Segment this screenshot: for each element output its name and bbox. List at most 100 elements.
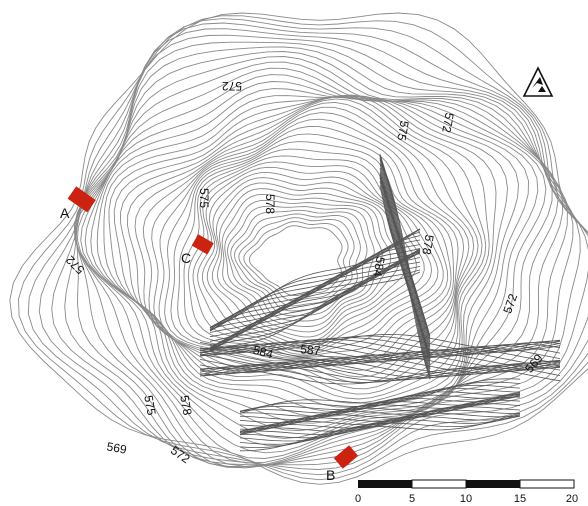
contour-label-575: 575: [141, 394, 158, 416]
scale-segment-4: [519, 479, 575, 489]
steep-contour-line: [239, 412, 521, 452]
contour-line: [197, 166, 433, 353]
contour-line: [224, 199, 383, 327]
contour-label-578: 578: [419, 234, 436, 256]
contour-line: [238, 217, 355, 307]
steep-contour-line: [239, 406, 521, 432]
contour-line: [227, 205, 375, 322]
contour-line: [192, 161, 439, 355]
steep-contour-line: [239, 415, 521, 445]
steep-contour-line: [199, 337, 561, 355]
scale-tick-15: 15: [514, 493, 526, 505]
steep-contour-line: [199, 353, 561, 371]
steep-contour-line: [199, 338, 561, 356]
contour-line: [38, 22, 588, 470]
contour-label-587: 587: [300, 342, 321, 358]
contour-line: [211, 182, 409, 343]
contour-label-584: 584: [252, 343, 275, 362]
steep-contour-line: [239, 413, 521, 439]
steep-contour-line: [209, 250, 421, 330]
contour-label-572: 572: [500, 292, 520, 316]
contour-line: [103, 95, 508, 418]
contour-line: [18, 15, 588, 481]
scale-segment-1: [358, 480, 412, 488]
contour-line: [127, 98, 483, 400]
site-C: C: [181, 234, 214, 266]
site-C-marker: [191, 234, 214, 255]
steep-contour-line: [199, 346, 561, 364]
steep-contour-line: [199, 357, 561, 375]
contour-line: [183, 148, 449, 358]
contour-line: [164, 126, 459, 371]
scale-bar: 0 5 10 15 20: [355, 479, 578, 505]
site-B: B: [326, 445, 359, 483]
steep-contour-line: [239, 384, 521, 412]
contour-label-575: 575: [197, 188, 211, 208]
contour-line: [134, 101, 479, 395]
steep-contour-line: [379, 175, 431, 377]
contour-label-575: 575: [394, 120, 411, 142]
site-A-marker: [67, 186, 96, 213]
contour-label-578: 578: [263, 194, 277, 214]
steep-contour-line: [209, 248, 421, 352]
contour-line: [248, 225, 343, 297]
contour-line: [217, 188, 400, 338]
steep-contour-line: [209, 239, 421, 329]
contour-line: [151, 112, 470, 384]
steep-contour-line: [209, 269, 421, 349]
contour-label-578: 578: [177, 394, 194, 416]
contour-label-572: 572: [439, 112, 456, 134]
scale-tick-10: 10: [460, 493, 472, 505]
steep-contour-line: [239, 391, 521, 417]
scale-segment-3: [466, 480, 520, 488]
contour-line: [230, 209, 368, 317]
contour-line: [221, 193, 392, 333]
contour-line: [108, 94, 497, 413]
steep-contour-line: [199, 367, 561, 385]
contour-line: [27, 18, 588, 476]
steep-contour-line: [199, 361, 561, 379]
contour-line: [84, 81, 539, 439]
steep-contour-line: [379, 185, 431, 379]
contour-line: [9, 12, 588, 485]
scale-tick-0: 0: [355, 493, 361, 505]
steep-contour-line: [199, 365, 561, 383]
contour-line: [187, 155, 444, 357]
site-B-label: B: [326, 467, 335, 483]
contour-label-572: 572: [63, 253, 87, 277]
contour-line: [206, 177, 417, 347]
contour-line: [158, 118, 465, 378]
site-C-label: C: [181, 250, 191, 266]
steep-contour-line: [199, 348, 561, 366]
contour-label-584: 584: [370, 256, 387, 278]
contour-lines: [9, 12, 588, 485]
contour-line: [51, 28, 588, 466]
steep-contour-line: [209, 229, 421, 332]
steep-contour-line: [209, 266, 421, 348]
site-B-marker: [333, 445, 359, 469]
scale-tick-5: 5: [409, 493, 415, 505]
site-A: A: [60, 186, 96, 221]
site-A-label: A: [60, 205, 70, 221]
contour-line: [96, 95, 519, 424]
contour-line: [119, 96, 487, 404]
steep-contour-line: [209, 244, 421, 328]
scale-segment-2: [411, 479, 467, 489]
steep-contour-line: [199, 343, 561, 361]
steep-contour-line: [199, 356, 561, 374]
contour-line: [201, 172, 425, 350]
scale-tick-20: 20: [566, 493, 578, 505]
contour-line: [243, 221, 349, 302]
contour-line: [142, 106, 475, 390]
steep-contour-line: [199, 364, 561, 382]
steep-contour-line: [239, 409, 520, 435]
contour-label-572: 572: [222, 79, 242, 93]
north-arrow-icon: [522, 66, 554, 97]
steep-depression-contours: [199, 154, 561, 452]
contour-label-569: 569: [106, 439, 128, 456]
contour-line: [80, 74, 547, 447]
steep-contour-line: [209, 271, 421, 352]
steep-contour-line: [239, 392, 521, 435]
